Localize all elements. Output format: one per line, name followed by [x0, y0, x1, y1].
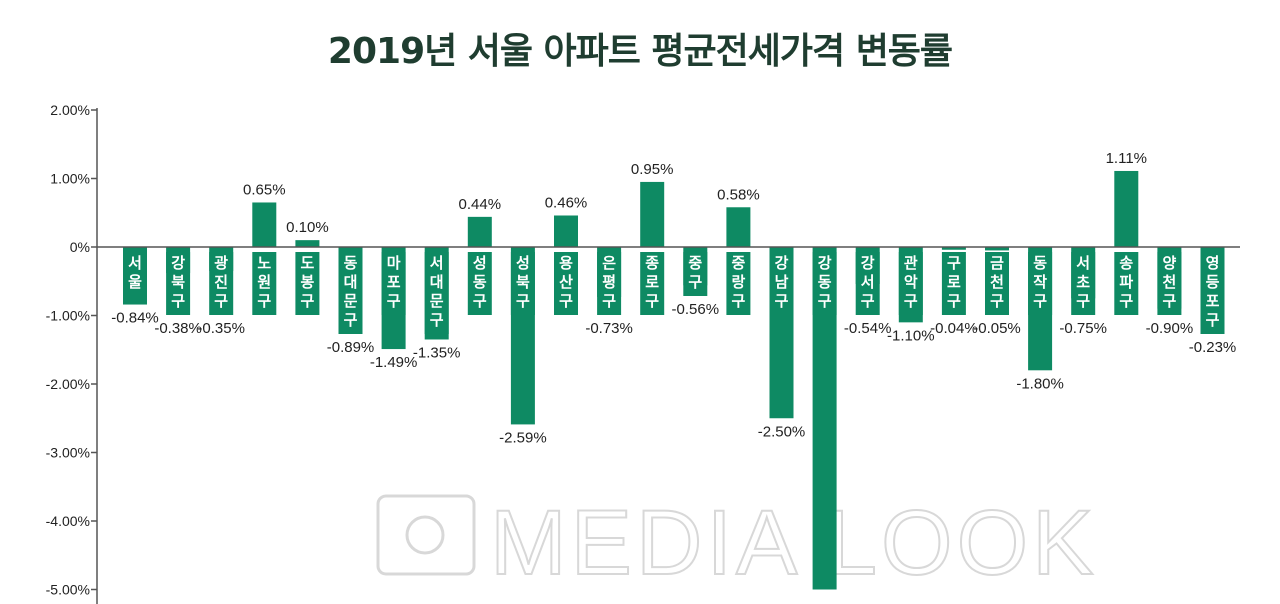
data-label: -0.05% — [973, 320, 1021, 337]
category-label-backing — [941, 252, 966, 315]
data-label: 0.58% — [717, 186, 760, 203]
y-tick-label: 2.00% — [50, 102, 90, 118]
data-label: -0.38% — [154, 320, 202, 337]
data-label: -0.04% — [930, 320, 978, 337]
data-label: -0.23% — [1189, 339, 1237, 356]
bar — [467, 216, 492, 247]
y-tick-label: -4.00% — [46, 513, 90, 529]
category-label-backing — [1200, 252, 1225, 334]
data-label: -1.10% — [887, 327, 935, 344]
data-label: -2.50% — [758, 423, 806, 440]
bar — [941, 247, 966, 250]
data-label: 0.65% — [243, 181, 286, 198]
data-label: -1.49% — [370, 354, 418, 371]
category-label-backing — [597, 252, 622, 315]
category-label-backing — [812, 252, 837, 315]
category-label-backing — [1071, 252, 1096, 315]
y-tick-label: 1.00% — [50, 171, 90, 187]
data-label: 0.95% — [631, 161, 674, 178]
data-label: -0.75% — [1059, 320, 1107, 337]
category-label-backing — [467, 252, 492, 315]
bar — [726, 207, 751, 247]
data-label: -2.59% — [499, 429, 547, 446]
data-label: -0.73% — [585, 320, 633, 337]
data-label: -0.35% — [197, 320, 245, 337]
y-tick-label: -1.00% — [46, 308, 90, 324]
data-label: -0.56% — [672, 301, 720, 318]
data-label: 0.10% — [286, 219, 329, 236]
watermark-logo-circle — [405, 515, 445, 555]
y-tick-label: -2.00% — [46, 376, 90, 392]
category-label-backing — [985, 252, 1009, 315]
category-label-backing — [252, 252, 277, 315]
category-label-backing — [855, 252, 880, 315]
data-label: -0.89% — [327, 339, 375, 356]
category-label-backing — [295, 252, 320, 315]
category-label-backing — [123, 252, 147, 296]
category-label-backing — [726, 252, 751, 315]
bar — [252, 202, 277, 247]
category-label-backing — [424, 252, 449, 334]
bar — [295, 240, 320, 247]
category-label-backing — [898, 252, 923, 315]
data-label: -1.35% — [413, 344, 461, 361]
category-label-backing — [166, 252, 191, 315]
y-tick-label: -5.00% — [46, 582, 90, 598]
data-label: -0.84% — [111, 310, 159, 327]
category-label-backing — [554, 252, 578, 315]
bar — [1114, 170, 1139, 247]
y-tick-label: 0% — [70, 239, 90, 255]
watermark-logo-icon — [376, 494, 476, 576]
data-label: 1.11% — [1106, 150, 1147, 167]
category-label-backing — [1114, 252, 1139, 315]
bar — [985, 247, 1009, 251]
category-label-backing — [381, 252, 406, 315]
chart-title: 2019년 서울 아파트 평균전세가격 변동률 — [327, 31, 953, 72]
category-label-backing — [338, 252, 363, 334]
data-label: -1.80% — [1016, 375, 1064, 392]
category-label-backing — [510, 252, 535, 315]
data-label: 0.46% — [545, 194, 588, 211]
category-label-backing — [640, 252, 665, 315]
watermark-text: MEDIA LOOK — [490, 492, 1098, 594]
data-label: -0.54% — [844, 320, 892, 337]
category-label-backing — [683, 252, 708, 296]
category-label-backing — [769, 252, 794, 315]
bar — [554, 215, 578, 247]
category-label-backing — [209, 252, 234, 315]
data-label: 0.44% — [459, 196, 502, 213]
data-label: -0.90% — [1146, 320, 1194, 337]
category-label-backing — [1157, 252, 1182, 315]
bar — [640, 181, 665, 247]
y-tick-label: -3.00% — [46, 445, 90, 461]
category-label-backing — [1028, 252, 1053, 315]
